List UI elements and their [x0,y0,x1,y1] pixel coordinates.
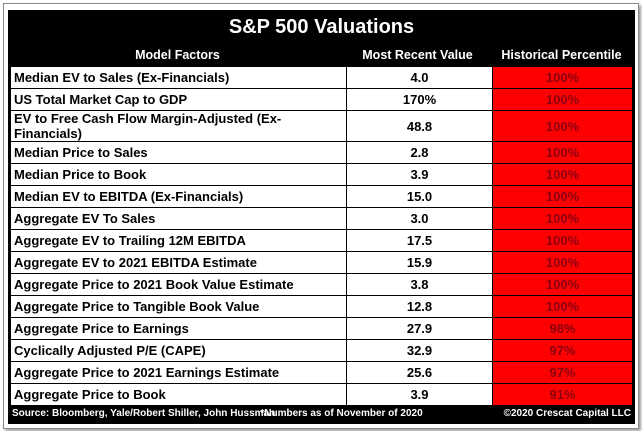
model-factor-cell: Aggregate Price to 2021 Book Value Estim… [10,273,347,296]
model-factor-cell: Median EV to EBITDA (Ex-Financials) [10,185,347,208]
recent-value-cell: 4.0 [346,66,493,89]
model-factor-cell: Aggregate Price to Tangible Book Value [10,295,347,318]
header-most-recent-value: Most Recent Value [362,48,473,62]
table-row: Median Price to Sales 2.8 100% [10,141,633,164]
percentile-cell: 100% [492,110,633,142]
model-factor-cell: Cyclically Adjusted P/E (CAPE) [10,339,347,362]
table-row: US Total Market Cap to GDP 170% 100% [10,88,633,111]
percentile-cell: 100% [492,141,633,164]
model-factor-cell: Aggregate EV To Sales [10,207,347,230]
recent-value-cell: 3.0 [346,207,493,230]
table-row: EV to Free Cash Flow Margin-Adjusted (Ex… [10,110,633,142]
table-title: S&P 500 Valuations [228,16,415,38]
footer-copyright: ©2020 Crescat Capital LLC [503,408,631,419]
recent-value-cell: 25.6 [346,361,493,384]
recent-value-cell: 17.5 [346,229,493,252]
percentile-cell: 100% [492,273,633,296]
table-row: Median EV to Sales (Ex-Financials) 4.0 100… [10,66,633,89]
model-factor-cell: Aggregate EV to Trailing 12M EBITDA [10,229,347,252]
recent-value-cell: 15.9 [346,251,493,274]
recent-value-cell: 32.9 [346,339,493,362]
percentile-cell: 98% [492,317,633,340]
percentile-cell: 91% [492,383,633,406]
model-factor-cell: Median Price to Sales [10,141,347,164]
table-row: Aggregate EV To Sales 3.0 100% [10,207,633,230]
table-row: Aggregate Price to Earnings 27.9 98% [10,317,633,340]
percentile-cell: 97% [492,361,633,384]
model-factor-cell: Aggregate EV to 2021 EBITDA Estimate [10,251,347,274]
percentile-cell: 97% [492,339,633,362]
model-factor-cell: US Total Market Cap to GDP [10,88,347,111]
recent-value-cell: 3.9 [346,163,493,186]
footer-source: Source: Bloomberg, Yale/Robert Shiller, … [12,408,276,419]
table-row: Aggregate Price to 2021 Earnings Estimat… [10,361,633,384]
percentile-cell: 100% [492,207,633,230]
percentile-cell: 100% [492,66,633,89]
recent-value-cell: 15.0 [346,185,493,208]
model-factor-cell: Aggregate Price to Book [10,383,347,406]
recent-value-cell: 48.8 [346,110,493,142]
model-factor-cell: Median Price to Book [10,163,347,186]
model-factor-cell: Aggregate Price to 2021 Earnings Estimat… [10,361,347,384]
percentile-cell: 100% [492,185,633,208]
table-row: Aggregate EV to Trailing 12M EBITDA 17.5 1… [10,229,633,252]
table-row: Aggregate Price to Tangible Book Value 12… [10,295,633,318]
recent-value-cell: 170% [346,88,493,111]
percentile-cell: 100% [492,295,633,318]
table-row: Median EV to EBITDA (Ex-Financials) 15.0 1… [10,185,633,208]
model-factor-cell: Aggregate Price to Earnings [10,317,347,340]
recent-value-cell: 27.9 [346,317,493,340]
table-row: Cyclically Adjusted P/E (CAPE) 32.9 97% [10,339,633,362]
percentile-cell: 100% [492,251,633,274]
table-row: Aggregate Price to Book 3.9 91% [10,383,633,406]
table-row: Aggregate EV to 2021 EBITDA Estimate 15.9… [10,251,633,274]
percentile-cell: 100% [492,163,633,186]
recent-value-cell: 2.8 [346,141,493,164]
recent-value-cell: 3.8 [346,273,493,296]
valuations-table: Median EV to Sales (Ex-Financials) 4.0 100… [10,66,633,406]
recent-value-cell: 3.9 [346,383,493,406]
header-historical-percentile: Historical Percentile [501,48,622,62]
model-factor-cell: EV to Free Cash Flow Margin-Adjusted (Ex… [10,110,347,142]
recent-value-cell: 12.8 [346,295,493,318]
header-model-factors: Model Factors [135,48,220,62]
percentile-cell: 100% [492,88,633,111]
percentile-cell: 100% [492,229,633,252]
footer-note: *Numbers as of November of 2020 [260,408,423,419]
valuations-table-panel: S&P 500 Valuations Model Factors Most Re… [8,10,635,424]
table-row: Aggregate Price to 2021 Book Value Estim… [10,273,633,296]
table-row: Median Price to Book 3.9 100% [10,163,633,186]
model-factor-cell: Median EV to Sales (Ex-Financials) [10,66,347,89]
